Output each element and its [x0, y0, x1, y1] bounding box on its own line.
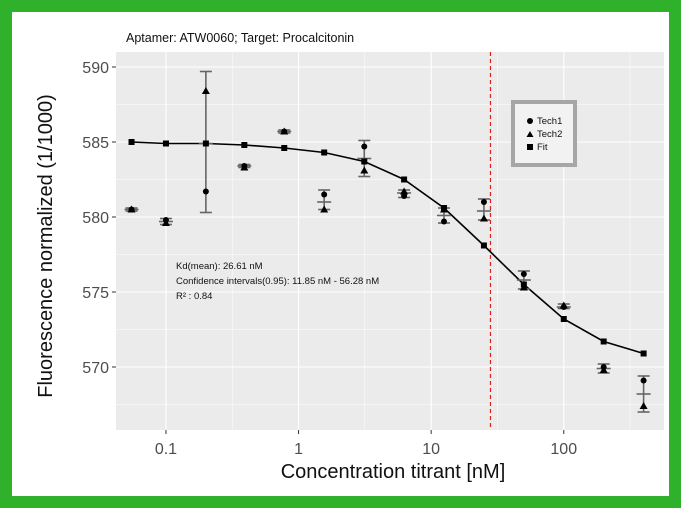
y-tick-label: 585 [82, 135, 109, 152]
point-tech2 [240, 163, 249, 171]
point-tech2 [639, 402, 648, 409]
point-tech2 [127, 205, 136, 213]
chart-title: Aptamer: ATW0060; Target: Procalcitonin [126, 31, 355, 45]
legend: Tech1 Tech2 Fit [511, 100, 577, 167]
point-tech2 [320, 205, 329, 213]
point-fit [640, 350, 647, 357]
axis-ticks [112, 66, 565, 434]
point-fit [281, 145, 288, 151]
data-markers [127, 87, 648, 409]
point-tech1 [321, 191, 328, 198]
point-tech1 [520, 271, 527, 277]
point-fit [321, 149, 328, 156]
legend-label-fit: Fit [537, 142, 548, 153]
annotation-r2: R² : 0.84 [176, 291, 212, 302]
point-tech2 [559, 301, 568, 309]
point-tech2 [161, 219, 170, 226]
point-tech1 [480, 199, 487, 205]
legend-circle-icon [527, 118, 533, 124]
point-fit [560, 316, 567, 322]
annotation-ci: Confidence intervals(0.95): 11.85 nM - 5… [176, 276, 379, 287]
legend-box [511, 100, 577, 167]
point-fit [441, 205, 448, 211]
x-axis-title: Concentration titrant [nM] [281, 461, 506, 483]
tick-labels: 0.1 1 10 100 570 575 580 585 590 [82, 60, 577, 458]
point-tech2 [201, 87, 210, 94]
point-tech2 [479, 214, 488, 222]
annotations: Kd(mean): 26.61 nM Confidence intervals(… [176, 261, 379, 302]
point-fit [128, 139, 135, 145]
legend-triangle-icon [526, 131, 534, 137]
plot-panel [116, 52, 664, 430]
y-tick-label: 590 [82, 60, 109, 77]
legend-label-tech2: Tech2 [537, 129, 562, 140]
point-fit [520, 281, 527, 288]
point-fit [401, 176, 408, 183]
y-axis-title: Fluorescence normalized (1/1000) [35, 94, 57, 398]
point-fit [600, 338, 607, 345]
point-tech1 [361, 143, 368, 150]
point-tech2 [599, 366, 608, 373]
point-tech1 [441, 218, 448, 225]
annotation-kd: Kd(mean): 26.61 nM [176, 261, 263, 272]
y-tick-label: 575 [82, 285, 109, 302]
point-tech2 [280, 127, 289, 135]
x-tick-label: 100 [550, 441, 577, 458]
x-tick-label: 1 [294, 441, 303, 458]
point-fit [202, 140, 209, 147]
x-tick-label: 10 [422, 441, 440, 458]
point-fit [361, 158, 368, 165]
x-tick-label: 0.1 [155, 441, 177, 458]
point-fit [241, 142, 248, 148]
point-fit [162, 140, 169, 147]
legend-label-tech1: Tech1 [537, 116, 562, 127]
point-tech1 [640, 377, 647, 384]
y-tick-label: 570 [82, 360, 109, 377]
point-fit [480, 242, 487, 249]
point-tech2 [360, 166, 369, 174]
y-tick-label: 580 [82, 210, 109, 227]
legend-square-icon [527, 144, 533, 150]
point-tech1 [202, 188, 209, 195]
point-tech2 [400, 187, 409, 195]
